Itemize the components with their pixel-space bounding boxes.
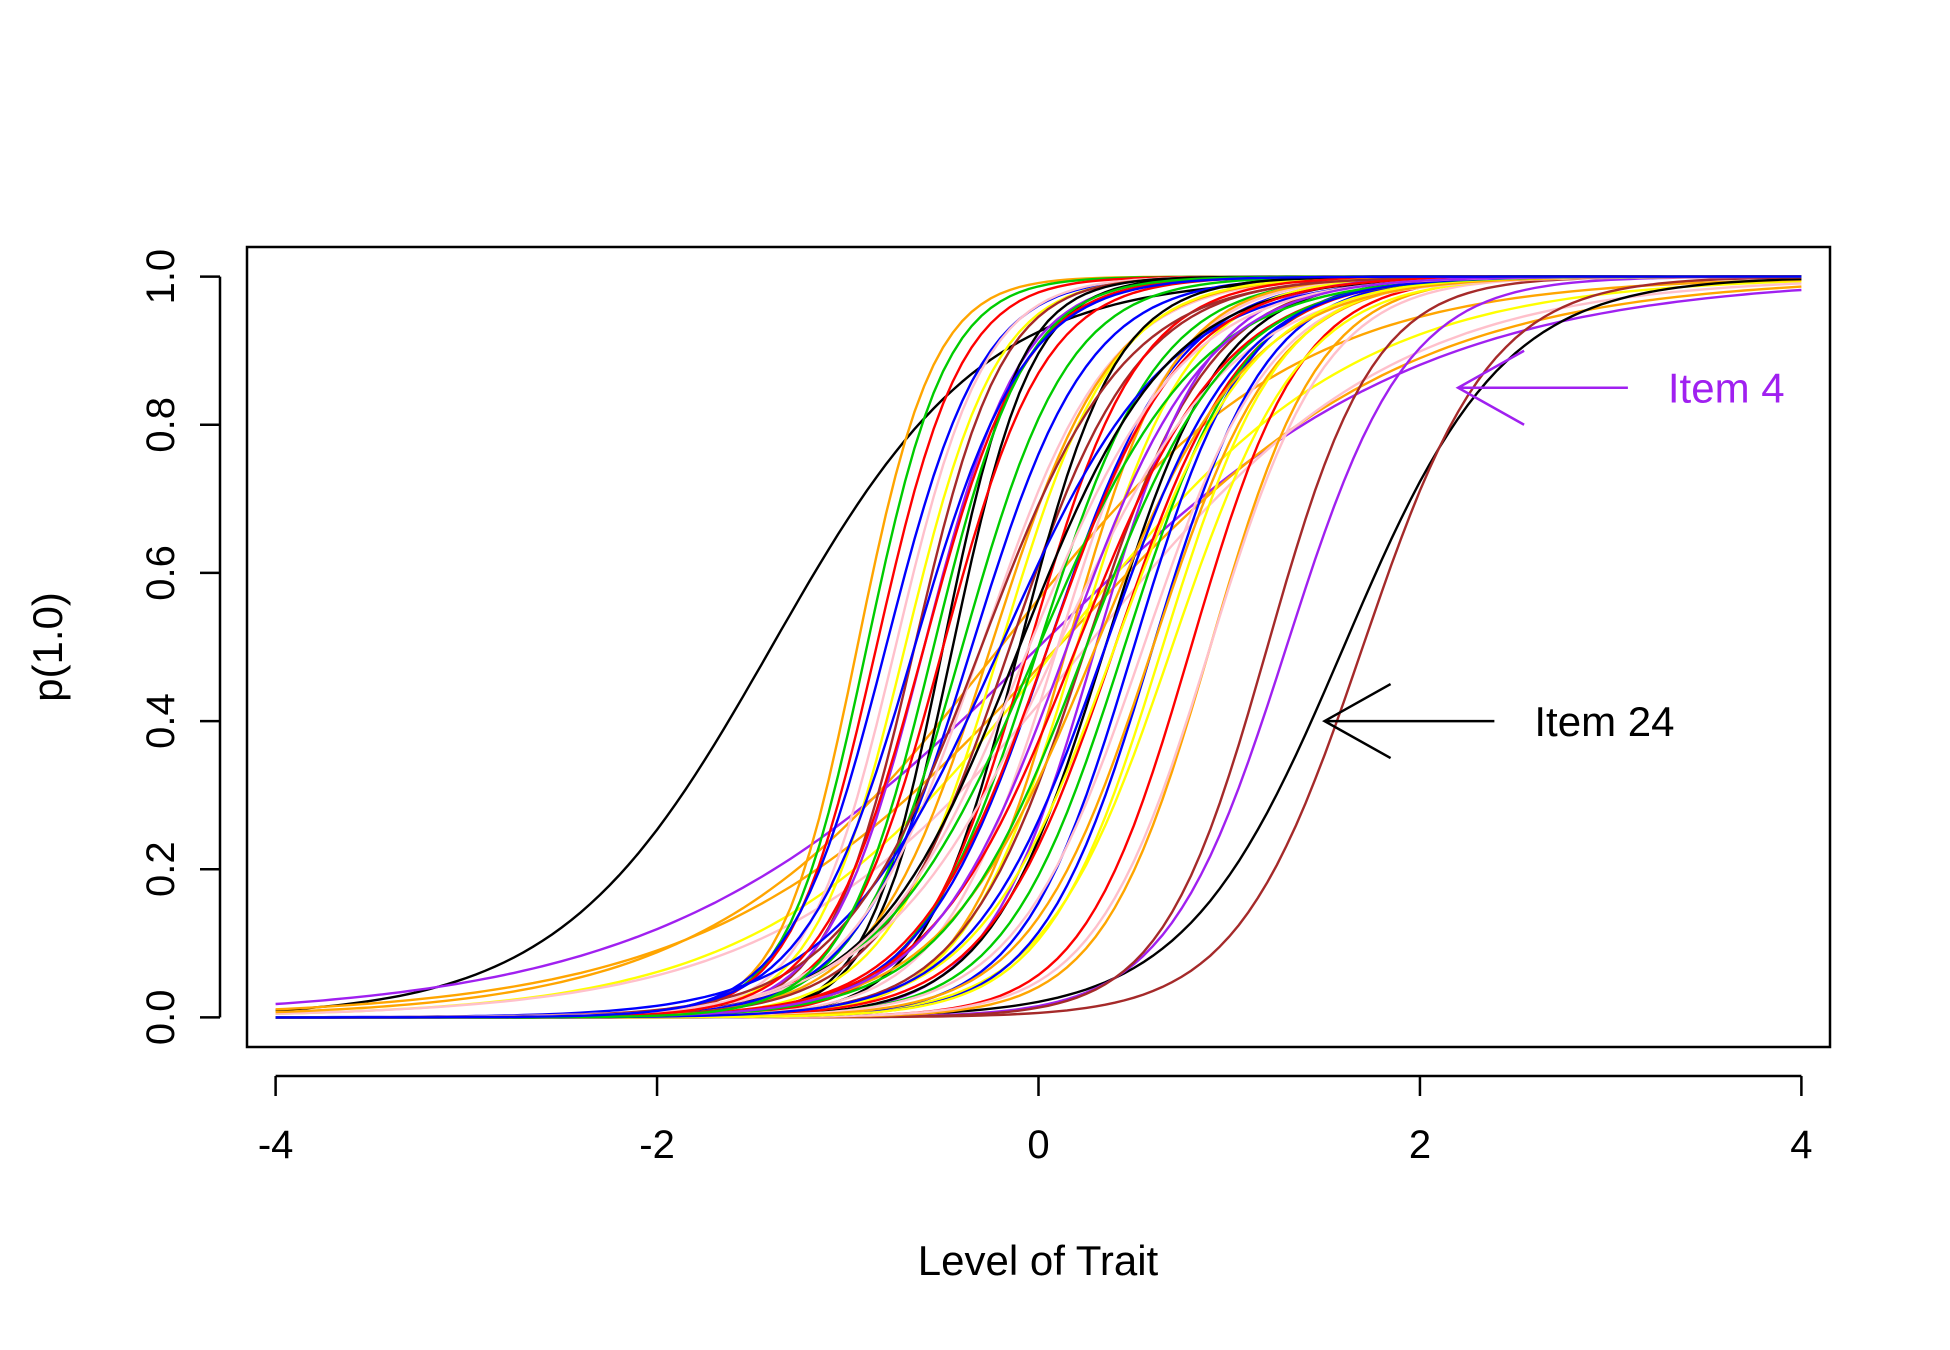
- annotations-group: Item 4 Item 24: [1322, 349, 1785, 760]
- y-axis-title: p(1.0): [24, 592, 71, 702]
- x-tick-label: -2: [639, 1123, 675, 1167]
- x-axis: -4 -2 0 2 4: [258, 1074, 1813, 1167]
- x-tick-label: 4: [1790, 1123, 1812, 1167]
- y-tick-label: 0.4: [139, 693, 183, 749]
- x-tick-label: 0: [1027, 1123, 1049, 1167]
- y-tick-label: 0.0: [139, 990, 183, 1046]
- item-curve-3: [275, 285, 1802, 1011]
- item-4-label: Item 4: [1668, 365, 1785, 412]
- curves-group: [275, 275, 1802, 1019]
- x-tick-label: -4: [258, 1123, 294, 1167]
- x-tick-label: 2: [1409, 1123, 1431, 1167]
- item-24-arrow-head: [1322, 682, 1392, 760]
- y-axis: 0.0 0.2 0.4 0.6 0.8 1.0: [139, 249, 222, 1046]
- y-tick-label: 1.0: [139, 249, 183, 305]
- y-tick-label: 0.6: [139, 545, 183, 601]
- item-4-arrow-head: [1455, 349, 1525, 426]
- item-24-label: Item 24: [1534, 698, 1674, 745]
- y-tick-label: 0.2: [139, 841, 183, 897]
- x-axis-title: Level of Trait: [918, 1237, 1159, 1284]
- item-curve-64: [275, 275, 1802, 1019]
- plot-frame: [245, 245, 1832, 1049]
- y-tick-label: 0.8: [139, 397, 183, 453]
